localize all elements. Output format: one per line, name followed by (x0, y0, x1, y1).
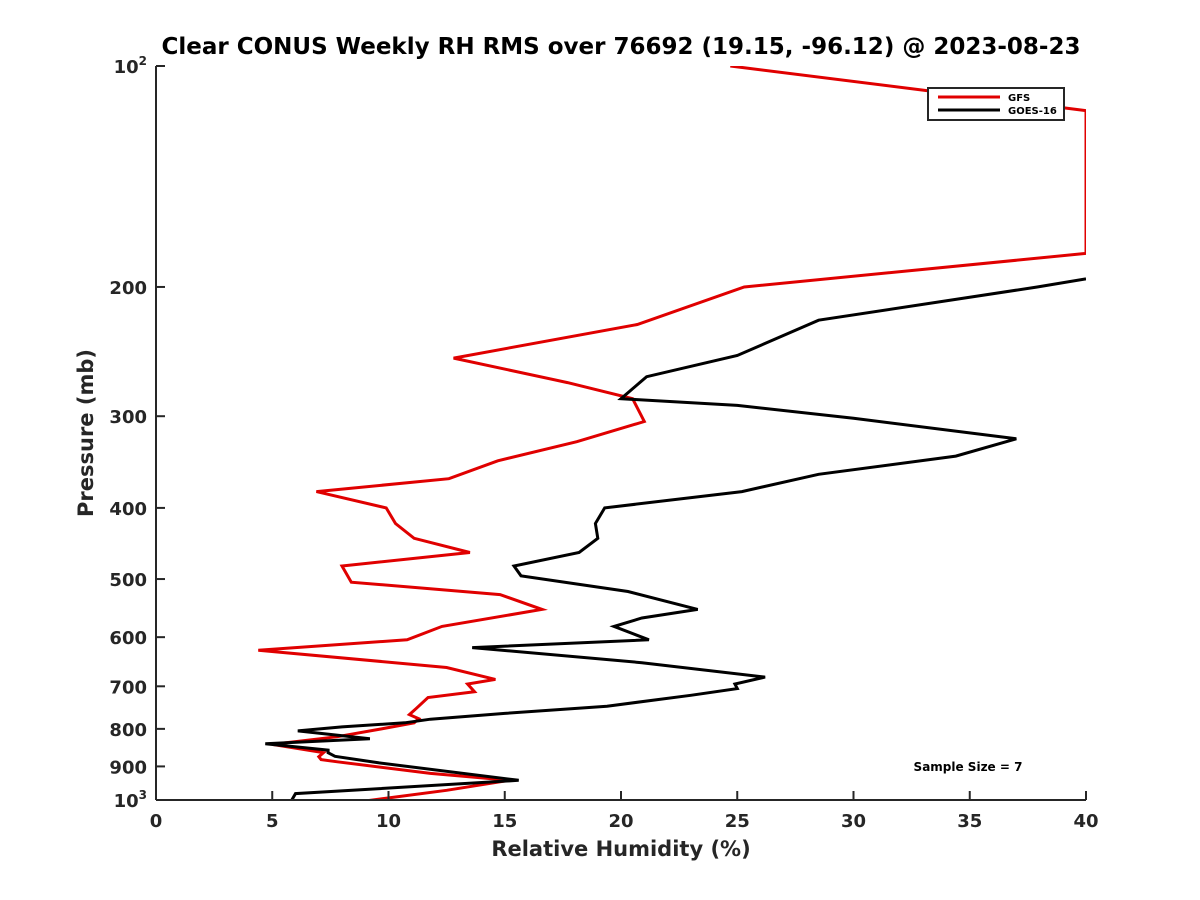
legend-label: GOES-16 (1008, 106, 1057, 117)
x-tick-label: 10 (376, 811, 401, 832)
y-tick-label: 500 (109, 570, 147, 591)
y-tick-label: 900 (109, 757, 147, 778)
x-tick-label: 35 (957, 811, 982, 832)
y-tick-label: 600 (109, 628, 147, 649)
y-tick-label: 102 (114, 54, 147, 78)
legend-box (927, 87, 1065, 121)
sample-size-annotation: Sample Size = 7 (914, 760, 1023, 774)
series-line-goes-16 (265, 277, 1086, 800)
plot-area: 0 5 10 15 20 25 30 35 40 102 200 300 400 500 600 700 800… (109, 54, 1098, 832)
legend: GFS GOES-16 (927, 87, 1065, 121)
x-tick-label: 25 (725, 811, 750, 832)
y-tick-label: 400 (109, 499, 147, 520)
x-tick-label: 30 (841, 811, 866, 832)
y-axis-label: Pressure (mb) (74, 349, 98, 517)
x-tick-label: 0 (150, 811, 163, 832)
x-tick-label: 40 (1073, 811, 1098, 832)
series-line-gfs (258, 66, 1086, 800)
y-tick-label: 700 (109, 677, 147, 698)
chart-title: Clear CONUS Weekly RH RMS over 76692 (19… (162, 34, 1081, 60)
y-tick-label: 300 (109, 407, 147, 428)
x-tick-label: 20 (608, 811, 633, 832)
y-tick-label: 103 (114, 788, 147, 812)
x-tick-label: 5 (266, 811, 279, 832)
y-tick-label: 800 (109, 720, 147, 741)
y-tick-label: 200 (109, 278, 147, 299)
series-lines (258, 66, 1086, 800)
x-axis-label: Relative Humidity (%) (491, 837, 750, 861)
x-tick-label: 15 (492, 811, 517, 832)
legend-label: GFS (1008, 93, 1030, 104)
